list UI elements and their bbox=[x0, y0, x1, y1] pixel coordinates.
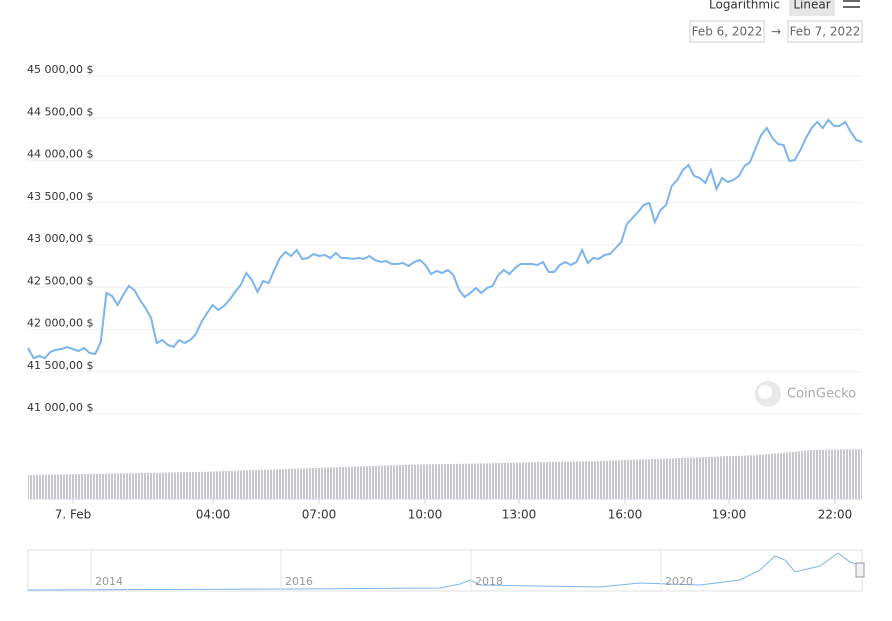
y-tick-label: 41 500,00 $ bbox=[27, 359, 93, 372]
log-button[interactable]: Logarithmic bbox=[709, 0, 780, 12]
y-tick-label: 44 500,00 $ bbox=[27, 105, 93, 118]
navigator-label: 2018 bbox=[475, 575, 503, 588]
y-tick-label: 45 000,00 $ bbox=[27, 63, 93, 76]
y-tick-label: 42 500,00 $ bbox=[27, 274, 93, 287]
y-tick-label: 42 000,00 $ bbox=[27, 317, 93, 330]
x-tick-label: 7. Feb bbox=[55, 508, 92, 522]
y-tick-label: 43 500,00 $ bbox=[27, 190, 93, 203]
x-tick-label: 19:00 bbox=[712, 508, 747, 522]
date-from[interactable]: Feb 6, 2022 bbox=[692, 25, 763, 39]
navigator-frame bbox=[27, 549, 863, 592]
menu-icon[interactable] bbox=[843, 0, 860, 8]
navigator-label: 2014 bbox=[95, 575, 123, 588]
x-tick-label: 13:00 bbox=[502, 508, 537, 522]
watermark-logo bbox=[755, 381, 781, 407]
y-tick-label: 43 000,00 $ bbox=[27, 232, 93, 245]
date-separator: → bbox=[771, 25, 781, 39]
x-tick-label: 07:00 bbox=[302, 508, 337, 522]
linear-button-bg[interactable] bbox=[789, 0, 835, 16]
x-tick-label: 16:00 bbox=[608, 508, 643, 522]
price-line bbox=[27, 118, 863, 360]
x-tick-label: 04:00 bbox=[196, 508, 231, 522]
date-to[interactable]: Feb 7, 2022 bbox=[790, 25, 861, 39]
y-tick-label: 44 000,00 $ bbox=[27, 148, 93, 161]
navigator-handle[interactable] bbox=[855, 562, 865, 578]
x-tick-label: 22:00 bbox=[818, 508, 853, 522]
linear-button[interactable]: Linear bbox=[793, 0, 830, 12]
navigator-line bbox=[27, 552, 863, 591]
date-from-box[interactable] bbox=[689, 20, 765, 43]
navigator-label: 2020 bbox=[665, 575, 693, 588]
x-tick-label: 10:00 bbox=[408, 508, 443, 522]
date-to-box[interactable] bbox=[787, 20, 863, 43]
navigator-label: 2016 bbox=[285, 575, 313, 588]
watermark: CoinGecko bbox=[787, 387, 856, 402]
volume-bars bbox=[28, 449, 862, 499]
y-tick-label: 41 000,00 $ bbox=[27, 401, 93, 414]
